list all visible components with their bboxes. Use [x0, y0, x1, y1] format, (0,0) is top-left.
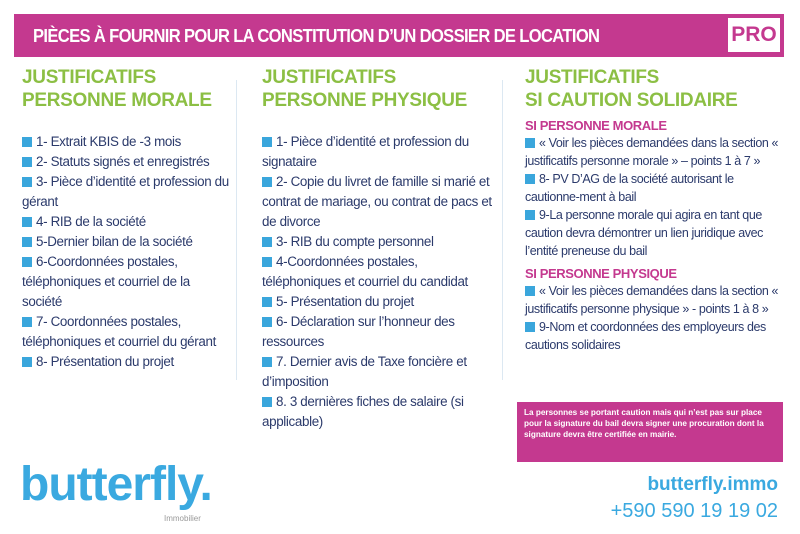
list-item: 4- RIB de la société: [22, 212, 230, 232]
square-bullet-icon: [22, 317, 32, 327]
list-item-text: 1- Pièce d’identité et profession du sig…: [262, 134, 469, 169]
list-item: 5- Présentation du projet: [262, 292, 494, 312]
square-bullet-icon: [262, 297, 272, 307]
requirements-list: 1- Extrait KBIS de -3 mois 2- Statuts sig…: [22, 132, 230, 372]
list-item-text: 2- Statuts signés et enregistrés: [36, 154, 210, 169]
square-bullet-icon: [22, 357, 32, 367]
list-item: 3- Pièce d’identité et profession du gér…: [22, 172, 230, 212]
list-item: 2- Copie du livret de famille si marié e…: [262, 172, 494, 232]
heading-line: SI CAUTION SOLIDAIRE: [525, 90, 738, 111]
divider: [236, 80, 237, 380]
list-item-text: 2- Copie du livret de famille si marié e…: [262, 174, 492, 229]
heading-line: JUSTIFICATIFS: [22, 67, 157, 88]
list-item-text: 4- RIB de la société: [36, 214, 146, 229]
butterfly-logo: butterfly.: [20, 458, 213, 511]
requirements-list: SI PERSONNE MORALE « Voir les pièces dem…: [525, 118, 789, 354]
column-personne-morale: JUSTIFICATIFS PERSONNE MORALE 1- Extrait …: [22, 66, 230, 372]
list-item-text: 7. Dernier avis de Taxe foncière et d’im…: [262, 354, 467, 389]
square-bullet-icon: [22, 217, 32, 227]
square-bullet-icon: [22, 137, 32, 147]
list-item-text: 5- Présentation du projet: [276, 294, 414, 309]
column-heading: JUSTIFICATIFS SI CAUTION SOLIDAIRE: [525, 66, 789, 112]
list-item-text: 8- PV D’AG de la société autorisant le c…: [525, 172, 734, 204]
heading-line: PERSONNE PHYSIQUE: [262, 90, 468, 111]
list-item: 3- RIB du compte personnel: [262, 232, 494, 252]
column-heading: JUSTIFICATIFS PERSONNE PHYSIQUE: [262, 66, 494, 112]
list-item-text: 3- Pièce d’identité et profession du gér…: [22, 174, 229, 209]
list-item-text: 6- Déclaration sur l’honneur des ressour…: [262, 314, 455, 349]
list-item-text: « Voir les pièces demandées dans la sect…: [525, 284, 779, 316]
list-item: 9-La personne morale qui agira en tant q…: [525, 206, 789, 260]
list-item: « Voir les pièces demandées dans la sect…: [525, 282, 789, 318]
pro-badge: PRO: [728, 18, 780, 52]
procuration-note: La personnes se portant caution mais qui…: [517, 402, 783, 462]
subsection-title: SI PERSONNE MORALE: [525, 118, 667, 133]
list-item-text: 7- Coordonnées postales, téléphoniques e…: [22, 314, 216, 349]
list-item: 8- Présentation du projet: [22, 352, 230, 372]
heading-line: PERSONNE MORALE: [22, 90, 212, 111]
list-item-text: 9-La personne morale qui agira en tant q…: [525, 208, 764, 258]
list-item: 6-Coordonnées postales, téléphoniques et…: [22, 252, 230, 312]
header-banner: PIÈCES À FOURNIR POUR LA CONSTITUTION D’…: [14, 14, 784, 57]
list-item-text: 3- RIB du compte personnel: [276, 234, 434, 249]
list-item: « Voir les pièces demandées dans la sect…: [525, 134, 789, 170]
list-item: 6- Déclaration sur l’honneur des ressour…: [262, 312, 494, 352]
list-item: 7. Dernier avis de Taxe foncière et d’im…: [262, 352, 494, 392]
list-item-text: 5-Dernier bilan de la société: [36, 234, 193, 249]
square-bullet-icon: [525, 286, 535, 296]
subsection-title: SI PERSONNE PHYSIQUE: [525, 266, 677, 281]
list-item-text: 4-Coordonnées postales, téléphoniques et…: [262, 254, 468, 289]
logo-tagline: Immobilier: [164, 514, 201, 523]
list-item-text: 6-Coordonnées postales, téléphoniques et…: [22, 254, 190, 309]
list-item: 1- Extrait KBIS de -3 mois: [22, 132, 230, 152]
list-item: 5-Dernier bilan de la société: [22, 232, 230, 252]
phone-number[interactable]: +590 590 19 19 02: [610, 500, 778, 522]
square-bullet-icon: [22, 177, 32, 187]
list-item-text: 1- Extrait KBIS de -3 mois: [36, 134, 181, 149]
list-item: 8. 3 dernières fiches de salaire (si app…: [262, 392, 494, 432]
square-bullet-icon: [262, 137, 272, 147]
square-bullet-icon: [525, 210, 535, 220]
requirements-list: 1- Pièce d’identité et profession du sig…: [262, 132, 494, 432]
list-item: 2- Statuts signés et enregistrés: [22, 152, 230, 172]
heading-line: JUSTIFICATIFS: [525, 67, 660, 88]
square-bullet-icon: [525, 174, 535, 184]
column-caution-solidaire: JUSTIFICATIFS SI CAUTION SOLIDAIRE SI PER…: [525, 66, 789, 354]
square-bullet-icon: [525, 138, 535, 148]
square-bullet-icon: [262, 177, 272, 187]
list-item: 8- PV D’AG de la société autorisant le c…: [525, 170, 789, 206]
page-title: PIÈCES À FOURNIR POUR LA CONSTITUTION D’…: [33, 25, 600, 46]
list-item: 9-Nom et coordonnées des employeurs des …: [525, 318, 789, 354]
column-personne-physique: JUSTIFICATIFS PERSONNE PHYSIQUE 1- Pièce …: [262, 66, 494, 432]
list-item-text: 8. 3 dernières fiches de salaire (si app…: [262, 394, 464, 429]
square-bullet-icon: [262, 357, 272, 367]
square-bullet-icon: [262, 257, 272, 267]
square-bullet-icon: [525, 322, 535, 332]
list-item-text: 9-Nom et coordonnées des employeurs des …: [525, 320, 766, 352]
list-item-text: 8- Présentation du projet: [36, 354, 174, 369]
website-link[interactable]: butterfly.immo: [647, 474, 778, 495]
square-bullet-icon: [262, 397, 272, 407]
square-bullet-icon: [262, 317, 272, 327]
square-bullet-icon: [22, 257, 32, 267]
list-item: 7- Coordonnées postales, téléphoniques e…: [22, 312, 230, 352]
square-bullet-icon: [22, 157, 32, 167]
column-heading: JUSTIFICATIFS PERSONNE MORALE: [22, 66, 230, 112]
heading-line: JUSTIFICATIFS: [262, 67, 397, 88]
square-bullet-icon: [22, 237, 32, 247]
list-item: 4-Coordonnées postales, téléphoniques et…: [262, 252, 494, 292]
square-bullet-icon: [262, 237, 272, 247]
divider: [502, 80, 503, 380]
list-item-text: « Voir les pièces demandées dans la sect…: [525, 136, 779, 168]
list-item: 1- Pièce d’identité et profession du sig…: [262, 132, 494, 172]
